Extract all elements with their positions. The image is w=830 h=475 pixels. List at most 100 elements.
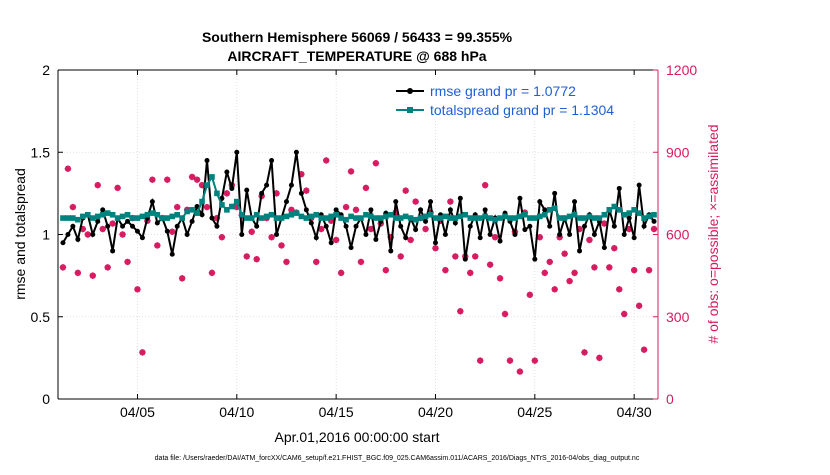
rmse-point [527, 223, 533, 229]
obs-assimilated-marker [551, 286, 558, 293]
totalspread-point [581, 215, 588, 221]
rmse-point [413, 227, 419, 233]
totalspread-point [363, 211, 369, 218]
totalspread-point [397, 215, 404, 221]
totalspread-point [636, 210, 642, 216]
totalspread-point [626, 210, 632, 216]
obs-assimilated-marker [342, 203, 350, 211]
totalspread-point [517, 213, 523, 220]
obs-assimilated-marker [630, 266, 638, 274]
rmse-point [452, 220, 458, 226]
obs-assimilated-marker [432, 245, 439, 252]
rmse-point [328, 240, 334, 246]
obs-assimilated-marker [496, 275, 504, 282]
rmse-point [149, 199, 155, 205]
obs-assimilated-marker [174, 203, 181, 211]
totalspread-point [144, 211, 151, 218]
rmse-point [244, 187, 250, 193]
totalspread-point [119, 213, 126, 220]
rmse-point [313, 235, 319, 241]
totalspread-point [85, 211, 91, 218]
rmse-point [100, 207, 106, 213]
rmse-point [274, 232, 280, 237]
y-tick-label-right: 0 [666, 391, 674, 407]
rmse-point [75, 236, 81, 242]
y-tick-label-left: 1 [42, 227, 50, 243]
totalspread-point [234, 198, 240, 205]
obs-assimilated-marker [447, 198, 454, 205]
totalspread-point [586, 213, 593, 220]
totalspread-point [99, 211, 106, 218]
rmse-point [293, 149, 299, 155]
totalspread-point [512, 215, 518, 221]
totalspread-point [273, 215, 280, 221]
obs-assimilated-marker [650, 225, 658, 233]
totalspread-point [383, 213, 389, 220]
obs-assimilated-marker [571, 269, 578, 277]
obs-assimilated-marker [596, 354, 603, 362]
totalspread-point [333, 211, 339, 218]
obs-assimilated-marker [134, 286, 141, 293]
totalspread-point [303, 215, 310, 221]
totalspread-point [114, 215, 121, 221]
data-file-footer: data file: /Users/raeder/DAI/ATM_forcXX/… [155, 455, 640, 462]
rmse-point [95, 218, 101, 224]
totalspread-point [566, 213, 573, 220]
obs-assimilated-marker [164, 176, 171, 183]
obs-assimilated-marker [601, 220, 608, 227]
totalspread-point [288, 211, 295, 218]
legend-box [390, 79, 654, 121]
rmse-point [60, 240, 66, 246]
totalspread-point [502, 213, 508, 220]
totalspread-point [616, 207, 623, 213]
x-tick-label: 04/05 [120, 404, 155, 420]
obs-assimilated-marker [154, 242, 161, 249]
obs-count-markers [59, 157, 658, 375]
totalspread-point [149, 210, 156, 216]
legend-spread-marker [407, 107, 413, 113]
y-tick-label-left: 1.5 [31, 144, 51, 160]
obs-assimilated-marker [645, 266, 653, 274]
obs-assimilated-marker [476, 357, 484, 364]
totalspread-point [551, 205, 558, 211]
obs-assimilated-marker [576, 225, 583, 233]
totalspread-point [129, 215, 136, 221]
totalspread-point [541, 211, 548, 218]
obs-assimilated-marker [635, 302, 643, 309]
rmse-point [423, 218, 429, 224]
rmse-point [432, 240, 438, 246]
y-axis-label-left: rmse and totalspread [12, 168, 28, 300]
obs-assimilated-marker [99, 225, 106, 233]
rmse-point [547, 223, 553, 229]
totalspread-point [323, 215, 330, 221]
totalspread-point [204, 182, 210, 188]
rmse-point [621, 232, 627, 237]
obs-assimilated-marker [64, 165, 72, 172]
rmse-point [557, 232, 563, 237]
totalspread-point [283, 213, 290, 220]
obs-assimilated-marker [218, 234, 226, 241]
x-tick-label: 04/20 [418, 404, 453, 420]
totalspread-point [507, 215, 513, 221]
totalspread-point [313, 211, 320, 218]
obs-assimilated-marker [402, 187, 409, 194]
rmse-point [487, 232, 493, 237]
rmse-point [482, 207, 488, 213]
x-tick-label: 04/10 [219, 404, 254, 420]
obs-assimilated-marker [357, 258, 365, 266]
rmse-point [308, 220, 314, 226]
rmse-point [139, 235, 145, 241]
obs-assimilated-marker [323, 157, 330, 164]
totalspread-point [641, 215, 647, 221]
totalspread-point [596, 215, 603, 221]
totalspread-point [457, 213, 464, 220]
obs-assimilated-marker [616, 286, 623, 293]
obs-assimilated-marker [347, 168, 355, 175]
obs-assimilated-marker [367, 225, 375, 233]
rmse-point [298, 190, 304, 196]
obs-assimilated-marker [213, 214, 221, 222]
totalspread-point [343, 216, 349, 223]
totalspread-point [134, 215, 141, 221]
rmse-point [651, 218, 657, 224]
x-tick-label: 04/15 [319, 404, 354, 420]
